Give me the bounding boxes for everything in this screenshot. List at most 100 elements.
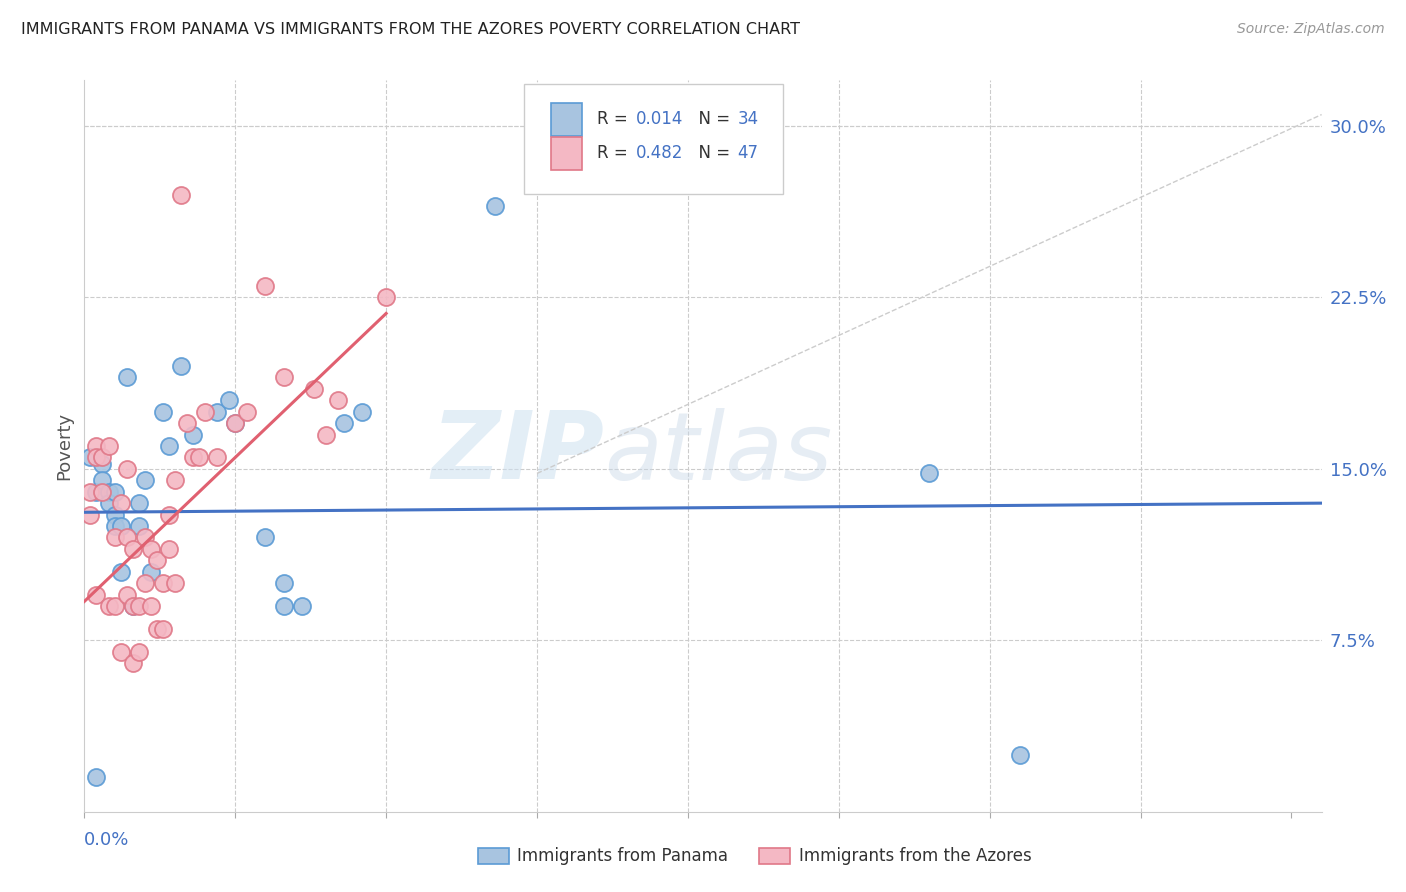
- Point: [121, 599, 143, 613]
- Text: Immigrants from Panama: Immigrants from Panama: [517, 847, 728, 865]
- Point: [103, 508, 125, 522]
- Point: [139, 541, 162, 556]
- Point: [86, 588, 108, 602]
- Point: [97, 439, 120, 453]
- Point: [918, 467, 941, 481]
- FancyBboxPatch shape: [523, 84, 783, 194]
- Point: [91, 458, 114, 472]
- Point: [134, 576, 156, 591]
- Point: [86, 484, 108, 499]
- Point: [103, 484, 125, 499]
- Point: [170, 187, 193, 202]
- Point: [86, 450, 108, 465]
- Text: IMMIGRANTS FROM PANAMA VS IMMIGRANTS FROM THE AZORES POVERTY CORRELATION CHART: IMMIGRANTS FROM PANAMA VS IMMIGRANTS FRO…: [21, 22, 800, 37]
- Point: [139, 599, 162, 613]
- Point: [110, 519, 132, 533]
- Point: [86, 771, 108, 785]
- FancyBboxPatch shape: [551, 103, 582, 136]
- Text: ZIP: ZIP: [432, 408, 605, 500]
- Point: [86, 439, 108, 453]
- Point: [194, 405, 217, 419]
- Text: N =: N =: [688, 110, 735, 128]
- Point: [152, 576, 174, 591]
- Text: 0.014: 0.014: [636, 110, 683, 128]
- Point: [326, 393, 349, 408]
- Point: [91, 473, 114, 487]
- Point: [205, 450, 228, 465]
- Point: [146, 622, 169, 636]
- Point: [121, 541, 143, 556]
- Point: [115, 370, 138, 384]
- Point: [97, 496, 120, 510]
- Point: [79, 508, 101, 522]
- Text: R =: R =: [596, 145, 633, 162]
- Point: [157, 541, 180, 556]
- Point: [134, 530, 156, 544]
- Point: [273, 599, 295, 613]
- Point: [170, 359, 193, 373]
- Point: [163, 473, 186, 487]
- Point: [273, 370, 295, 384]
- Point: [115, 530, 138, 544]
- Point: [115, 588, 138, 602]
- Point: [350, 405, 373, 419]
- Point: [128, 599, 150, 613]
- Text: N =: N =: [688, 145, 735, 162]
- Point: [79, 450, 101, 465]
- Point: [163, 576, 186, 591]
- Point: [128, 496, 150, 510]
- Point: [291, 599, 314, 613]
- Text: 47: 47: [738, 145, 759, 162]
- Point: [302, 382, 325, 396]
- Point: [205, 405, 228, 419]
- Point: [236, 405, 259, 419]
- Point: [103, 519, 125, 533]
- Point: [110, 565, 132, 579]
- Point: [254, 530, 277, 544]
- Text: 0.482: 0.482: [636, 145, 683, 162]
- Point: [97, 599, 120, 613]
- Point: [128, 519, 150, 533]
- Point: [1008, 747, 1031, 762]
- Point: [97, 484, 120, 499]
- Point: [315, 427, 337, 442]
- Text: atlas: atlas: [605, 408, 832, 499]
- Point: [79, 484, 101, 499]
- Point: [139, 565, 162, 579]
- Point: [188, 450, 211, 465]
- Point: [115, 462, 138, 476]
- Point: [176, 416, 198, 430]
- Text: 34: 34: [738, 110, 759, 128]
- Point: [181, 450, 204, 465]
- Point: [110, 645, 132, 659]
- Point: [333, 416, 356, 430]
- Point: [103, 599, 125, 613]
- Point: [110, 496, 132, 510]
- Text: 0.0%: 0.0%: [84, 830, 129, 848]
- Point: [218, 393, 240, 408]
- Point: [273, 576, 295, 591]
- Point: [152, 405, 174, 419]
- Text: Immigrants from the Azores: Immigrants from the Azores: [799, 847, 1032, 865]
- Point: [121, 599, 143, 613]
- Point: [157, 508, 180, 522]
- Point: [121, 656, 143, 670]
- Point: [91, 484, 114, 499]
- Text: R =: R =: [596, 110, 633, 128]
- Point: [224, 416, 246, 430]
- FancyBboxPatch shape: [551, 137, 582, 169]
- Point: [254, 279, 277, 293]
- Point: [484, 199, 506, 213]
- Point: [157, 439, 180, 453]
- Text: Source: ZipAtlas.com: Source: ZipAtlas.com: [1237, 22, 1385, 37]
- Y-axis label: Poverty: Poverty: [55, 412, 73, 480]
- Point: [181, 427, 204, 442]
- Point: [146, 553, 169, 567]
- Point: [152, 622, 174, 636]
- Point: [134, 473, 156, 487]
- Point: [224, 416, 246, 430]
- Point: [375, 290, 398, 304]
- Point: [103, 530, 125, 544]
- Point: [128, 645, 150, 659]
- Point: [91, 450, 114, 465]
